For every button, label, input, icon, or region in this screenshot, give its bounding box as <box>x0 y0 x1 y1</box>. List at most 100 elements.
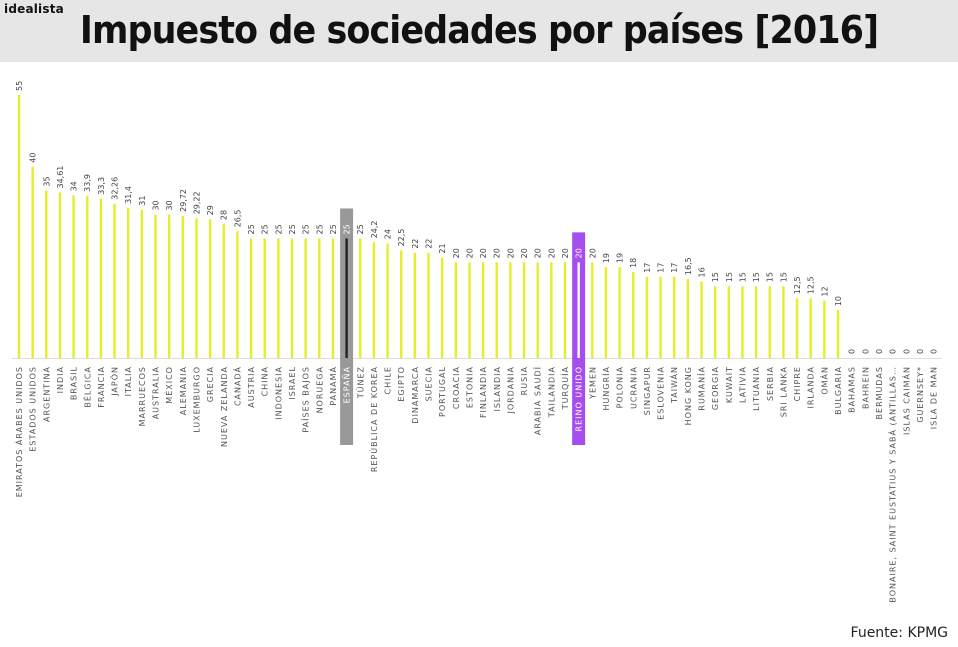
value-label: 20 <box>561 248 570 258</box>
value-label: 21 <box>438 243 447 253</box>
value-label: 31 <box>138 196 147 206</box>
value-label: 22 <box>425 239 434 249</box>
category-label: ARABIA SAUDÍ <box>532 366 543 435</box>
chart-title: Impuesto de sociedades por países [2016] <box>79 8 879 52</box>
value-label: 31,4 <box>124 186 133 204</box>
value-label: 19 <box>616 253 625 263</box>
bar <box>181 215 184 358</box>
category-label: SRI LANKA <box>779 366 788 417</box>
category-label: PANAMÁ <box>327 366 338 406</box>
value-label: 16 <box>698 267 707 277</box>
value-label: 15 <box>738 272 747 282</box>
category-label: ALEMANIA <box>179 366 188 415</box>
value-label: 35 <box>42 176 51 186</box>
category-label: TAILANDIA <box>547 366 556 418</box>
category-label: ARGENTINA <box>42 366 51 422</box>
category-label: REPÚBLICA DE KOREA <box>368 366 379 472</box>
category-label: INDONESIA <box>274 366 283 420</box>
category-label: ITALIA <box>124 366 133 396</box>
value-label: 24 <box>384 229 393 239</box>
value-label: 20 <box>493 248 502 258</box>
bar <box>550 262 553 358</box>
category-label: GUERNSEY* <box>916 366 925 423</box>
bar <box>86 195 89 358</box>
value-label: 15 <box>752 272 761 282</box>
bar <box>17 95 21 358</box>
category-label: MÉXICO <box>163 366 174 404</box>
bar <box>673 276 676 358</box>
bar <box>208 219 212 358</box>
bar <box>277 238 280 358</box>
category-label: INDIA <box>56 366 65 393</box>
value-label: 15 <box>779 272 788 282</box>
bar <box>468 262 471 358</box>
bar <box>645 276 649 358</box>
bar-chart: 55 EMIRATOS ÁRABES UNIDOS 40 ESTADOS UNIDOS… <box>12 81 942 603</box>
category-label: OMÁN <box>818 366 829 395</box>
value-label: 20 <box>588 248 597 258</box>
bar <box>632 271 635 358</box>
category-label: EGIPTO <box>397 366 406 402</box>
value-label: 29 <box>206 205 215 215</box>
category-label: NUEVA ZELANDA <box>220 366 229 447</box>
value-label: 10 <box>834 296 843 306</box>
value-label: 33,9 <box>83 174 92 192</box>
value-label: 25 <box>288 224 297 234</box>
category-label: CANADÁ <box>231 366 242 406</box>
category-label: CHINA <box>261 366 270 396</box>
category-label: ISLANDIA <box>493 366 502 412</box>
value-label: 30 <box>165 200 174 210</box>
bar <box>604 267 608 358</box>
value-label: 19 <box>602 253 611 263</box>
value-label: 15 <box>711 272 720 282</box>
category-label: TÚNEZ <box>354 366 365 399</box>
value-label: 25 <box>247 224 256 234</box>
value-label: 18 <box>629 258 638 268</box>
bar <box>195 218 198 358</box>
value-label: 0 <box>848 349 857 354</box>
bar <box>686 279 690 358</box>
bar <box>577 262 580 358</box>
bar <box>713 286 717 358</box>
bar <box>495 262 498 358</box>
category-label: GRECIA <box>206 366 215 402</box>
category-label: LATIVIA <box>738 366 747 403</box>
category-label: FRANCIA <box>97 366 106 408</box>
category-label: TURQUÍA <box>559 366 570 410</box>
bar <box>563 262 567 358</box>
value-label: 20 <box>575 248 584 258</box>
value-label: 20 <box>547 248 556 258</box>
value-label: 20 <box>520 248 529 258</box>
value-label: 17 <box>643 263 652 273</box>
category-label: CHIPRE <box>793 366 802 401</box>
value-label: 25 <box>356 224 365 234</box>
bar <box>236 231 239 358</box>
value-label: 34 <box>70 181 79 191</box>
bar <box>99 198 103 358</box>
category-label: UCRANIA <box>629 366 638 409</box>
source-note: Fuente: KPMG <box>850 625 948 641</box>
value-label: 17 <box>670 263 679 273</box>
bar <box>659 276 662 358</box>
category-label: KUWAIT <box>725 366 734 403</box>
category-label: JAPÓN <box>109 366 120 397</box>
bar <box>386 243 389 358</box>
bar <box>359 238 362 358</box>
category-label: AUSTRIA <box>247 366 256 408</box>
category-label: BERMUDAS <box>875 366 884 419</box>
value-label: 22 <box>411 239 420 249</box>
category-label: MARRUECOS <box>138 366 147 426</box>
value-label: 0 <box>916 349 925 354</box>
bar <box>413 252 417 358</box>
value-label: 17 <box>657 263 666 273</box>
category-label: ESTADOS UNIDOS <box>29 366 38 452</box>
bar <box>31 166 34 358</box>
category-label: SINGAPUR <box>643 366 652 415</box>
value-label: 0 <box>875 349 884 354</box>
bar <box>795 298 799 358</box>
bar <box>140 209 144 358</box>
category-label: FINLANDIA <box>479 366 488 418</box>
category-label: HUNGRÍA <box>600 366 611 410</box>
bar <box>372 242 376 358</box>
category-label: CROACIA <box>452 366 461 409</box>
